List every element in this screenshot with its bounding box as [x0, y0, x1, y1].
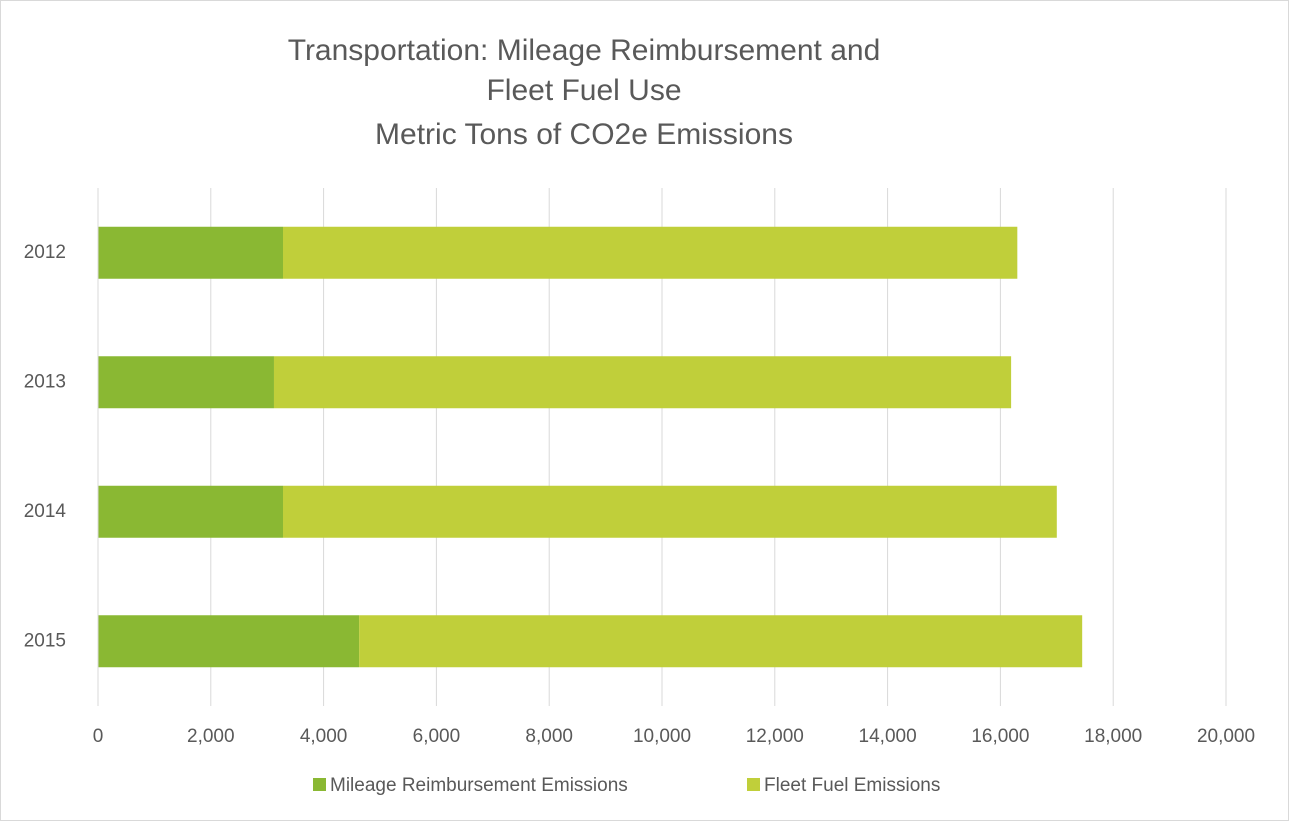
bar-segment — [98, 615, 360, 668]
y-tick-label: 2012 — [24, 242, 66, 263]
x-tick-label: 12,000 — [746, 726, 804, 747]
x-tick-label: 16,000 — [971, 726, 1029, 747]
bar-segment — [282, 226, 1018, 279]
x-tick-label: 10,000 — [633, 726, 691, 747]
bar-segment — [98, 485, 283, 538]
bar-segment — [282, 485, 1057, 538]
legend-swatch — [313, 778, 326, 791]
x-tick-label: 0 — [93, 726, 104, 747]
y-tick-label: 2015 — [24, 630, 66, 651]
bar-segment — [98, 226, 283, 279]
chart-title: Transportation: Mileage Reimbursement an… — [288, 34, 881, 67]
y-tick-label: 2013 — [24, 371, 66, 392]
y-tick-label: 2014 — [24, 501, 67, 522]
bar-segment — [359, 615, 1083, 668]
legend-label: Mileage Reimbursement Emissions — [330, 775, 628, 796]
chart-title: Fleet Fuel Use — [486, 74, 681, 107]
legend-swatch — [747, 778, 760, 791]
x-tick-label: 4,000 — [300, 726, 348, 747]
x-tick-label: 18,000 — [1084, 726, 1142, 747]
bar-segment — [98, 356, 274, 409]
x-tick-label: 20,000 — [1197, 726, 1255, 747]
x-tick-label: 14,000 — [859, 726, 917, 747]
x-tick-label: 2,000 — [187, 726, 235, 747]
bar-segment — [273, 356, 1012, 409]
x-tick-label: 8,000 — [525, 726, 573, 747]
x-tick-label: 6,000 — [413, 726, 461, 747]
chart-title: Metric Tons of CO2e Emissions — [375, 118, 793, 151]
legend-label: Fleet Fuel Emissions — [764, 775, 940, 796]
